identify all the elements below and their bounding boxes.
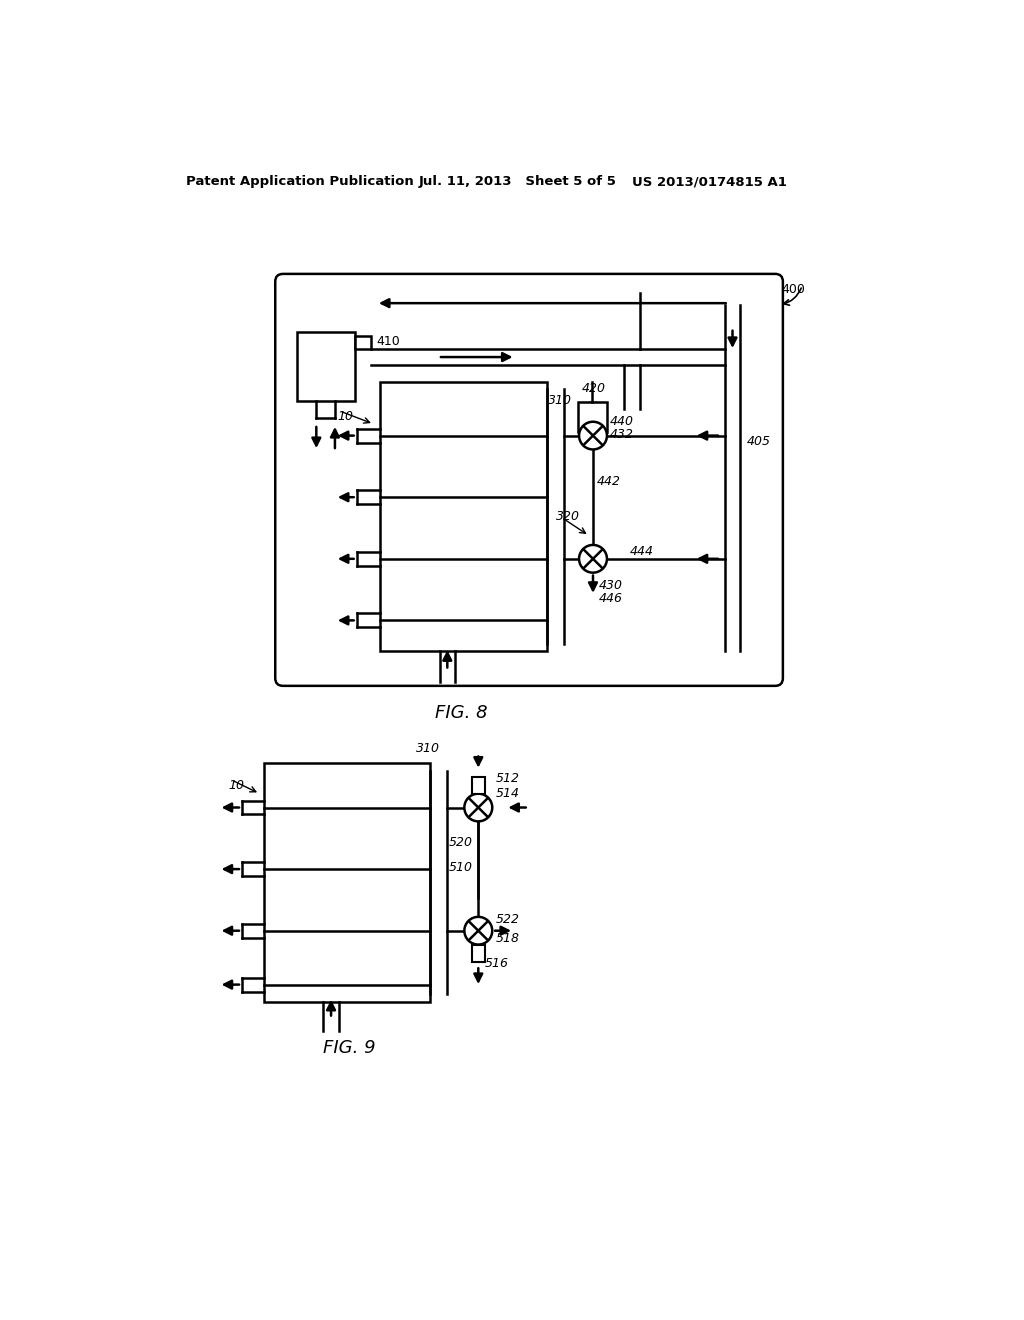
Text: Patent Application Publication: Patent Application Publication xyxy=(186,176,414,187)
Text: 514: 514 xyxy=(496,787,519,800)
Text: 440: 440 xyxy=(610,416,634,428)
Bar xyxy=(263,763,430,1002)
Text: 405: 405 xyxy=(746,436,770,449)
Text: 10: 10 xyxy=(337,409,353,422)
Text: 510: 510 xyxy=(449,861,473,874)
Text: Jul. 11, 2013   Sheet 5 of 5: Jul. 11, 2013 Sheet 5 of 5 xyxy=(419,176,616,187)
Circle shape xyxy=(464,793,493,821)
Text: 430: 430 xyxy=(599,579,624,593)
Text: 420: 420 xyxy=(582,381,605,395)
Circle shape xyxy=(579,422,607,450)
Text: 310: 310 xyxy=(417,742,440,755)
Bar xyxy=(578,403,607,432)
Text: 410: 410 xyxy=(376,335,399,348)
Text: 446: 446 xyxy=(599,593,624,606)
Text: 310: 310 xyxy=(548,393,572,407)
Bar xyxy=(355,335,371,350)
Text: US 2013/0174815 A1: US 2013/0174815 A1 xyxy=(632,176,786,187)
FancyBboxPatch shape xyxy=(275,275,783,686)
Text: 432: 432 xyxy=(610,428,634,441)
Bar xyxy=(472,776,484,793)
Text: 444: 444 xyxy=(630,545,654,557)
Text: 442: 442 xyxy=(597,475,621,488)
Text: 10: 10 xyxy=(228,779,245,792)
Text: 518: 518 xyxy=(496,932,519,945)
Bar xyxy=(380,381,547,651)
Text: 320: 320 xyxy=(556,510,580,523)
Text: 520: 520 xyxy=(449,836,473,849)
Text: 400: 400 xyxy=(781,282,805,296)
Circle shape xyxy=(579,545,607,573)
Circle shape xyxy=(464,917,493,945)
Text: 512: 512 xyxy=(496,772,519,785)
Text: FIG. 8: FIG. 8 xyxy=(435,704,487,722)
Text: FIG. 9: FIG. 9 xyxy=(323,1039,375,1057)
Text: 522: 522 xyxy=(496,913,519,927)
Text: 516: 516 xyxy=(484,957,509,970)
Bar xyxy=(472,945,484,961)
Bar xyxy=(297,331,355,401)
